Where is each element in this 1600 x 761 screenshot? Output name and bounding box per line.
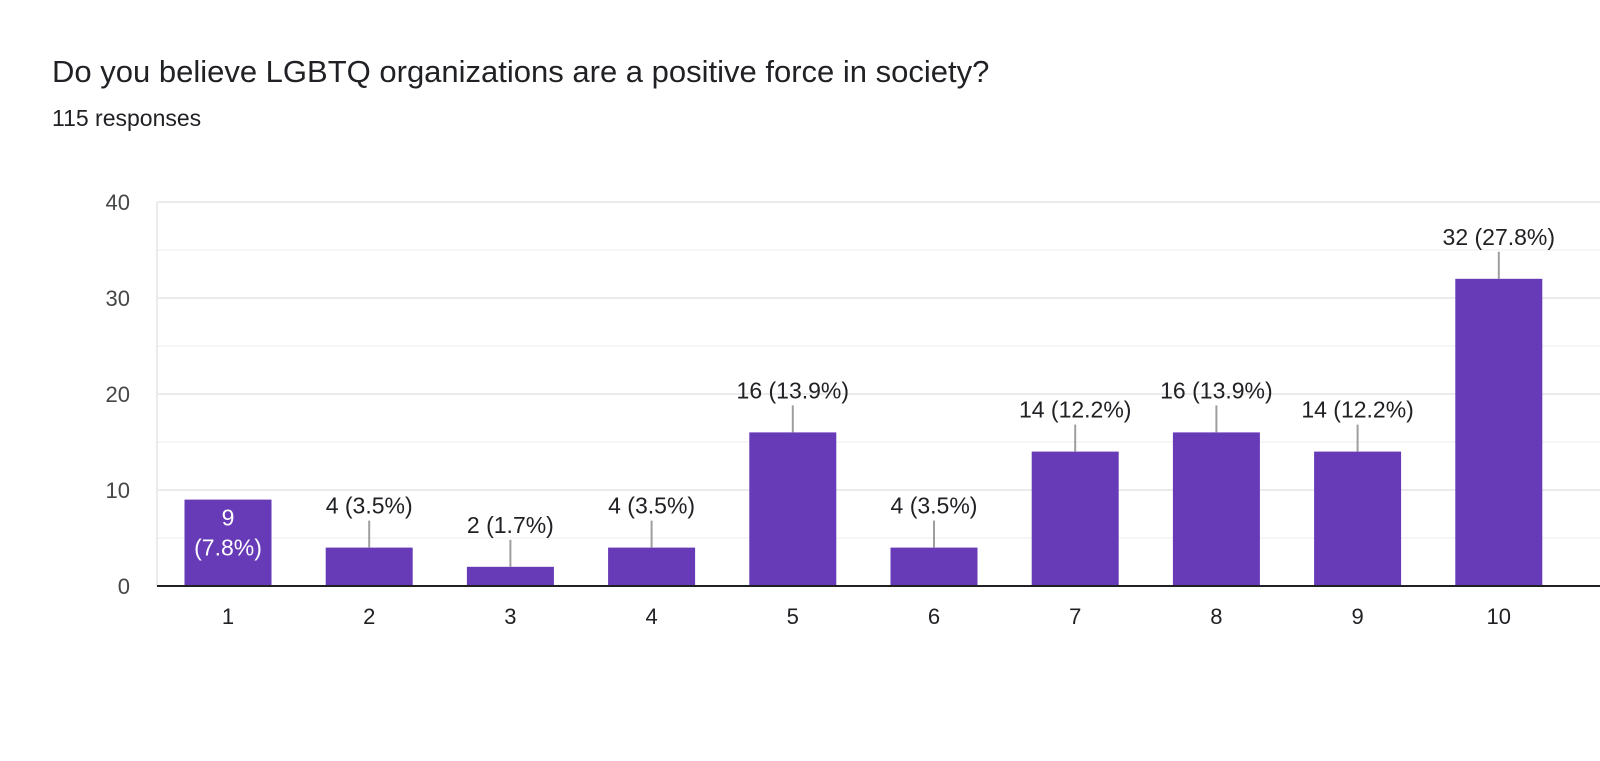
y-tick-label: 10: [106, 478, 130, 503]
response-count: 115 responses: [52, 105, 202, 131]
bar-8: [1172, 432, 1260, 586]
data-label: 14 (12.2%): [1301, 397, 1414, 423]
data-label: 14 (12.2%): [1019, 397, 1132, 423]
bar-5: [749, 432, 837, 586]
bar-6: [890, 547, 978, 586]
data-label: 4 (3.5%): [891, 493, 978, 519]
data-label: 4 (3.5%): [608, 493, 695, 519]
x-tick-label: 2: [363, 604, 375, 629]
bar-4: [608, 547, 696, 586]
data-label: 16 (13.9%): [1160, 377, 1273, 403]
bar-9: [1314, 451, 1402, 586]
bar-1: [184, 499, 272, 586]
x-tick-label: 3: [504, 604, 516, 629]
y-tick-label: 30: [106, 286, 130, 311]
x-tick-label: 9: [1351, 604, 1363, 629]
x-tick-label: 4: [645, 604, 657, 629]
data-label: 32 (27.8%): [1443, 224, 1556, 250]
y-tick-label: 20: [106, 382, 130, 407]
x-tick-label: 7: [1069, 604, 1081, 629]
data-label: 4 (3.5%): [326, 493, 413, 519]
y-tick-label: 40: [106, 190, 130, 215]
y-tick-label: 0: [118, 574, 130, 599]
x-tick-label: 1: [222, 604, 234, 629]
bar-3: [466, 566, 554, 586]
data-label: 16 (13.9%): [737, 377, 850, 403]
data-label-percent: (7.8%): [194, 535, 262, 561]
data-label: 2 (1.7%): [467, 512, 554, 538]
question-title: Do you believe LGBTQ organizations are a…: [52, 54, 990, 89]
bar-2: [325, 547, 413, 586]
bar-10: [1455, 278, 1543, 586]
x-tick-label: 5: [787, 604, 799, 629]
x-tick-label: 10: [1487, 604, 1511, 629]
x-tick-label: 8: [1210, 604, 1222, 629]
x-tick-label: 6: [928, 604, 940, 629]
data-label-count: 9: [222, 505, 235, 531]
bar-7: [1031, 451, 1119, 586]
